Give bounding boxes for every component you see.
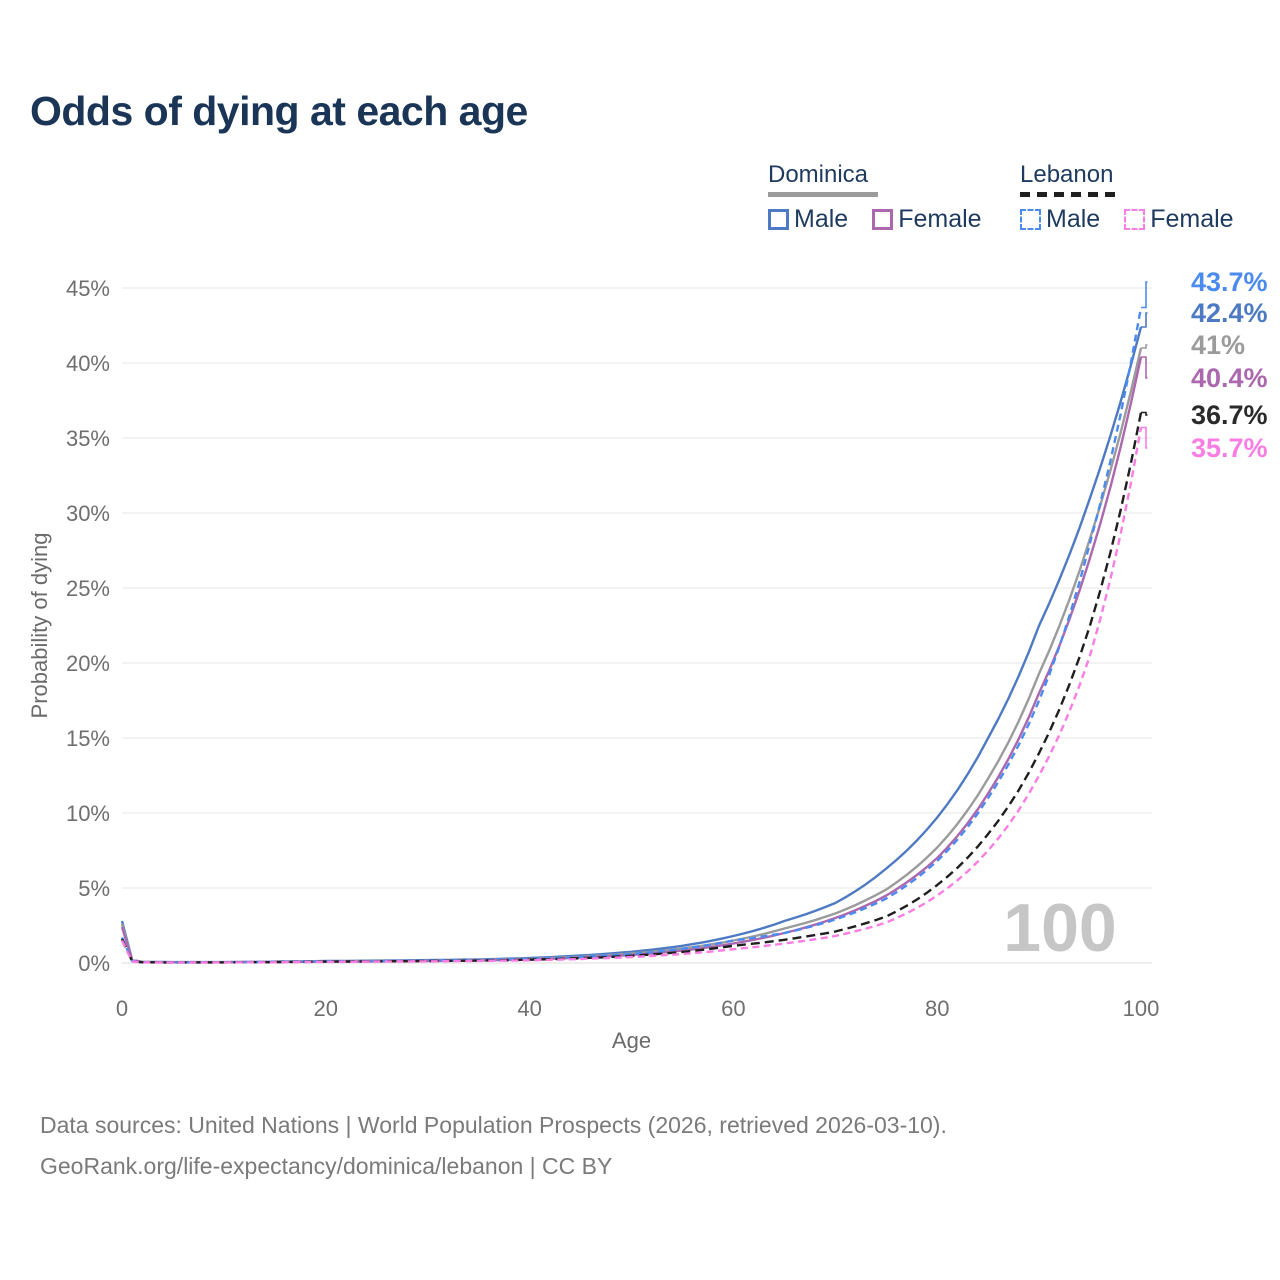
series-line-dominica-female[interactable] xyxy=(120,356,1143,964)
y-tick-25: 25% xyxy=(66,576,110,601)
x-tick-60: 60 xyxy=(721,996,745,1021)
end-connector-lebanon-both xyxy=(1141,411,1148,416)
y-tick-5: 5% xyxy=(78,876,110,901)
y-tick-20: 20% xyxy=(66,651,110,676)
x-axis-title: Age xyxy=(612,1028,651,1053)
footer-sources: Data sources: United Nations | World Pop… xyxy=(40,1112,947,1138)
end-value-label-dominica-male: 42.4% xyxy=(1191,298,1268,328)
y-tick-30: 30% xyxy=(66,501,110,526)
footer-link: GeoRank.org/life-expectancy/dominica/leb… xyxy=(40,1153,613,1179)
chart-title: Odds of dying at each age xyxy=(30,88,528,134)
legend-label-dominica-female: Female xyxy=(898,204,982,233)
x-tick-0: 0 xyxy=(116,996,128,1021)
legend-label-lebanon-female: Female xyxy=(1150,205,1234,233)
y-tick-45: 45% xyxy=(66,276,110,301)
legend-line-sample-lebanon xyxy=(1020,192,1118,197)
end-value-label-lebanon-both: 36.7% xyxy=(1191,400,1268,430)
series-line-lebanon-male[interactable] xyxy=(120,307,1143,964)
y-tick-10: 10% xyxy=(66,801,110,826)
legend-item-dominica-female[interactable]: Female xyxy=(872,204,982,234)
x-tick-100: 100 xyxy=(1123,996,1160,1021)
legend-label-dominica-male: Male xyxy=(794,204,849,233)
lebanon-flag-icon xyxy=(1147,396,1185,434)
legend-label-lebanon-male: Male xyxy=(1046,205,1101,233)
dominica-flag-icon xyxy=(1147,326,1185,364)
x-tick-80: 80 xyxy=(925,996,949,1021)
legend-group-title-lebanon[interactable]: Lebanon xyxy=(1020,161,1114,188)
end-connector-lebanon-male xyxy=(1141,281,1148,309)
end-connector-dominica-both xyxy=(1141,344,1148,349)
end-connector-lebanon-female xyxy=(1141,426,1148,449)
end-connector-dominica-female xyxy=(1141,356,1148,379)
x-tick-20: 20 xyxy=(314,996,338,1021)
legend-swatch-dominica-female xyxy=(872,208,894,230)
legend-swatch-lebanon-female xyxy=(1124,209,1146,230)
end-value-label-lebanon-male: 43.7% xyxy=(1191,267,1268,297)
legend-group-lebanon: Lebanon Male Female xyxy=(1020,161,1258,234)
end-connector-dominica-male xyxy=(1141,312,1148,328)
legend-group-dominica: Dominica Male Female xyxy=(768,161,1020,234)
series-line-dominica-both[interactable] xyxy=(120,347,1143,964)
lebanon-flag-icon xyxy=(1147,263,1185,301)
series-line-lebanon-female[interactable] xyxy=(120,427,1143,964)
y-axis-title: Probability of dying xyxy=(27,533,52,719)
y-tick-15: 15% xyxy=(66,726,110,751)
legend-swatch-lebanon-male xyxy=(1020,209,1041,230)
legend-group-title-dominica[interactable]: Dominica xyxy=(768,161,869,188)
end-value-label-lebanon-female: 35.7% xyxy=(1191,433,1268,463)
series-line-lebanon-both[interactable] xyxy=(120,412,1143,964)
legend-line-sample-dominica xyxy=(768,192,878,197)
dominica-flag-icon xyxy=(1147,294,1185,332)
legend-item-lebanon-male[interactable]: Male xyxy=(1020,205,1100,234)
series-line-dominica-male[interactable] xyxy=(120,326,1143,964)
age-watermark: 100 xyxy=(1003,890,1116,966)
legend-item-lebanon-female[interactable]: Female xyxy=(1124,205,1234,234)
legend: Dominica Male Female Lebanon Male Female xyxy=(768,161,1258,234)
end-value-label-dominica-both: 41% xyxy=(1191,330,1245,360)
end-value-label-dominica-female: 40.4% xyxy=(1191,363,1268,393)
y-tick-40: 40% xyxy=(66,351,110,376)
legend-swatch-dominica-male xyxy=(768,208,789,230)
footer: Data sources: United Nations | World Pop… xyxy=(40,1105,947,1187)
legend-item-dominica-male[interactable]: Male xyxy=(768,205,848,234)
lebanon-flag-icon xyxy=(1147,429,1185,467)
x-tick-40: 40 xyxy=(517,996,541,1021)
dominica-flag-icon xyxy=(1147,359,1185,397)
y-tick-35: 35% xyxy=(66,426,110,451)
y-tick-0: 0% xyxy=(78,951,110,976)
